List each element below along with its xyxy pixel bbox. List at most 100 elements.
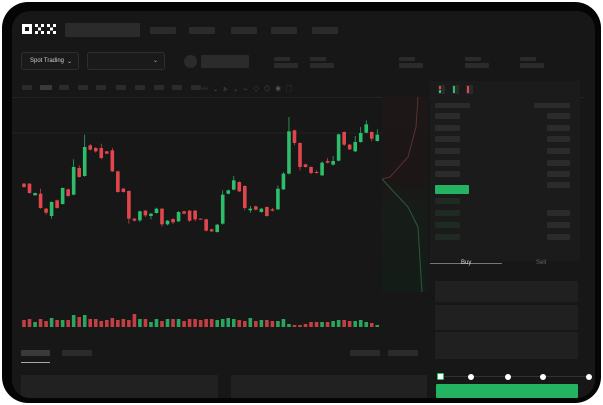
amount-input[interactable] <box>435 305 578 330</box>
candle-body <box>154 208 159 213</box>
timeframe-button[interactable] <box>135 85 145 90</box>
volume-bar <box>248 318 253 327</box>
chevron-down-icon: ⌄ <box>152 58 158 64</box>
volume-bar <box>287 324 291 327</box>
filter-button[interactable] <box>388 350 418 356</box>
settings-icon[interactable]: ◉ <box>275 87 287 93</box>
timeframe-button[interactable] <box>78 85 88 90</box>
stat-value <box>465 63 489 68</box>
spot-trading-dropdown[interactable]: Spot Trading ⌄ <box>21 52 79 70</box>
slider-mark-75[interactable] <box>540 374 546 380</box>
nav-item[interactable] <box>150 27 176 34</box>
volume-bar <box>226 318 231 327</box>
timeframe-button[interactable] <box>40 85 52 90</box>
nav-item[interactable] <box>189 27 215 34</box>
bid-price <box>435 234 460 240</box>
candle-body <box>353 142 357 152</box>
active-tab-indicator <box>21 362 50 363</box>
candle-body <box>138 211 142 221</box>
candle-body <box>276 188 280 210</box>
timeframe-button[interactable] <box>22 85 32 90</box>
timeframe-button[interactable] <box>116 85 126 90</box>
volume-bar <box>270 321 275 327</box>
nav-item[interactable] <box>312 27 338 34</box>
volume-bar <box>375 325 380 327</box>
pair-selector[interactable]: ⌄ <box>87 52 165 70</box>
ask-price <box>435 171 460 177</box>
okx-logo <box>22 24 56 34</box>
volume-bar <box>182 321 186 327</box>
nav-item[interactable] <box>231 27 257 34</box>
chevron-down-icon[interactable]: ⌄ <box>233 87 244 93</box>
candle-body <box>55 200 59 208</box>
line-icon[interactable]: ∼ <box>243 87 254 93</box>
candle-body <box>77 168 81 177</box>
volume-bar <box>347 321 352 327</box>
order-book-sell-icon <box>466 85 473 94</box>
candle-body <box>265 207 269 216</box>
volume-bar <box>27 319 32 327</box>
volume-bar <box>198 320 203 327</box>
candle-body <box>132 218 137 221</box>
timeframe-button[interactable] <box>96 85 106 90</box>
candle-body <box>336 134 341 161</box>
volume-bar <box>215 320 219 327</box>
slider-mark-50[interactable] <box>505 374 511 380</box>
slider-mark-25[interactable] <box>468 374 474 380</box>
slider-handle[interactable] <box>437 373 444 380</box>
timeframe-button[interactable] <box>172 85 182 90</box>
bid-price <box>435 210 460 216</box>
volume-bar <box>77 317 81 327</box>
candle-body <box>281 173 286 190</box>
volume-bar <box>320 322 324 327</box>
candle-body <box>66 189 70 196</box>
ruler-icon[interactable]: ◇ <box>253 87 265 93</box>
candle-body <box>193 210 197 220</box>
volume-bar <box>314 322 319 327</box>
volume-bar <box>165 319 170 327</box>
order-book-both-icon <box>438 85 445 94</box>
candle-body <box>149 213 153 216</box>
candle-body <box>60 188 65 204</box>
timeframe-button[interactable] <box>59 85 69 90</box>
volume-bar <box>303 324 308 327</box>
indicator-icon[interactable]: 〰 <box>202 87 214 93</box>
ask-amount <box>547 136 570 142</box>
tab-open-orders[interactable] <box>21 350 50 356</box>
drawing-icon[interactable]: ⊱ <box>223 87 234 93</box>
filter-button[interactable] <box>350 350 380 356</box>
ask-price <box>435 148 460 154</box>
candle-body <box>187 210 192 221</box>
tab-buy[interactable]: Buy <box>461 260 472 266</box>
candle-body <box>204 219 208 231</box>
tab-sell[interactable]: Sell <box>536 260 547 266</box>
slider-mark-100[interactable] <box>586 374 592 380</box>
chevron-down-icon[interactable]: ⌄ <box>213 87 224 93</box>
total-input[interactable] <box>435 332 578 359</box>
volume-bar <box>353 321 357 327</box>
divider <box>12 97 585 98</box>
volume-bar <box>369 323 374 327</box>
price-input[interactable] <box>435 281 578 302</box>
candle-body <box>71 167 76 195</box>
ask-amount <box>547 182 570 188</box>
chart-tool-icons[interactable]: 〰⌄⊱⌄∼◇◎◉▢ <box>202 84 297 93</box>
timeframe-button[interactable] <box>191 85 201 90</box>
volume-bar <box>176 319 181 327</box>
tab-order-history[interactable] <box>62 350 92 356</box>
nav-search-box[interactable] <box>65 23 140 37</box>
ask-amount <box>547 171 570 177</box>
volume-bar <box>154 319 159 327</box>
candle-body <box>270 209 275 211</box>
slider-track[interactable] <box>439 376 589 377</box>
camera-icon[interactable]: ◎ <box>264 87 276 93</box>
stat-value <box>310 63 334 68</box>
buy-button[interactable] <box>436 384 578 398</box>
nav-item[interactable] <box>271 27 297 34</box>
timeframe-button[interactable] <box>154 85 164 90</box>
volume-bar <box>237 320 242 327</box>
candlestick-chart[interactable] <box>12 11 432 341</box>
stat-label <box>274 57 290 61</box>
fullscreen-icon[interactable]: ▢ <box>286 87 298 93</box>
